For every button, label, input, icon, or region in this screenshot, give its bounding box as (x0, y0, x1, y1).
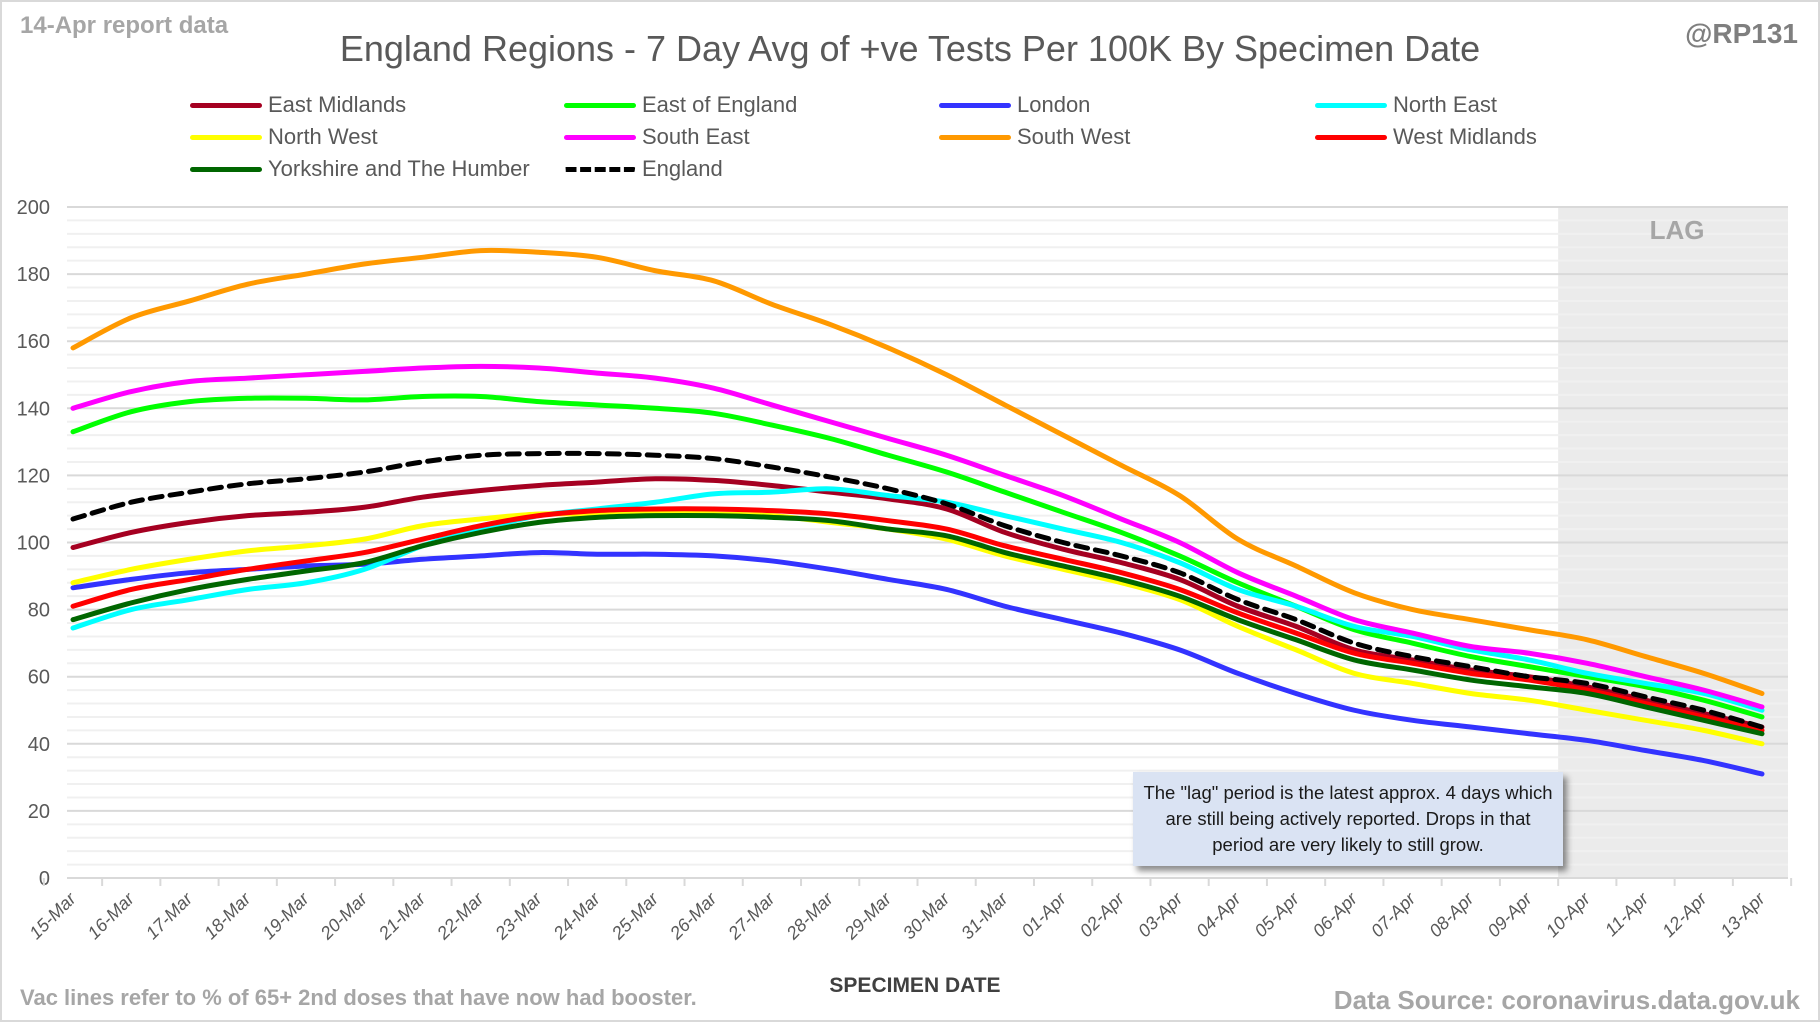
legend-swatch (1315, 134, 1387, 140)
series-line-south-west (70, 247, 1765, 696)
y-tick-label: 100 (17, 533, 50, 555)
x-tick-label: 22-Mar (432, 888, 488, 944)
y-tick-label: 200 (17, 197, 50, 219)
legend-label: South East (642, 124, 750, 149)
legend-label: North East (1393, 92, 1497, 117)
y-tick-label: 80 (28, 600, 50, 622)
series-line-yorkshire-and-the-humber (70, 512, 1765, 737)
x-tick-label: 13-Apr (1716, 888, 1769, 941)
x-tick-label: 04-Apr (1192, 888, 1245, 941)
x-tick-label: 28-Mar (782, 888, 838, 944)
y-tick-label: 180 (17, 264, 50, 286)
x-tick-label: 17-Mar (142, 888, 197, 943)
legend-item: North East (1315, 92, 1497, 118)
x-tick-label: 21-Mar (374, 888, 430, 944)
legend-swatch (1315, 102, 1387, 108)
vaccine-footnote: Vac lines refer to % of 65+ 2nd doses th… (20, 985, 697, 1010)
lag-label: LAG (1650, 215, 1705, 245)
legend-item: West Midlands (1315, 124, 1537, 150)
legend-item: England (564, 156, 723, 182)
series-line-england (70, 450, 1765, 730)
y-tick-label: 140 (17, 398, 50, 420)
legend-item: Yorkshire and The Humber (190, 156, 530, 182)
x-tick-label: 15-Mar (25, 888, 80, 943)
legend-swatch (564, 134, 636, 140)
legend-swatch (190, 102, 262, 108)
legend-label: East of England (642, 92, 798, 117)
legend-item: South East (564, 124, 750, 150)
series-line-west-midlands (70, 506, 1765, 733)
x-axis-title: SPECIMEN DATE (829, 974, 1001, 997)
legend-label: East Midlands (268, 92, 407, 117)
legend-label: Yorkshire and The Humber (268, 156, 530, 181)
legend-swatch (564, 102, 636, 108)
x-tick-label: 08-Apr (1425, 888, 1478, 941)
x-tick-label: 10-Apr (1542, 888, 1595, 941)
x-tick-label: 24-Mar (549, 888, 605, 944)
legend-item: South West (939, 124, 1130, 150)
legend-swatch (190, 166, 262, 172)
x-tick-label: 01-Apr (1018, 888, 1071, 941)
author-handle: @RP131 (1685, 18, 1798, 49)
legend-swatch (564, 166, 636, 172)
y-tick-label: 20 (28, 801, 50, 823)
x-tick-label: 07-Apr (1367, 888, 1420, 941)
legend-label: South West (1017, 124, 1131, 149)
legend-item: East of England (564, 92, 797, 118)
x-tick-label: 31-Mar (957, 888, 1012, 943)
legend-swatch (190, 134, 262, 140)
report-date-label: 14-Apr report data (20, 12, 229, 39)
x-tick-label: 26-Mar (665, 888, 721, 944)
x-tick-label: 29-Mar (840, 888, 896, 944)
x-tick-label: 09-Apr (1484, 888, 1537, 941)
x-tick-label: 25-Mar (607, 888, 663, 944)
series-line-north-east (70, 486, 1765, 713)
x-tick-label: 03-Apr (1134, 888, 1187, 941)
x-tick-label: 12-Apr (1658, 888, 1711, 941)
y-tick-label: 60 (28, 667, 50, 689)
x-tick-label: 30-Mar (899, 888, 954, 943)
legend-item: East Midlands (190, 92, 406, 118)
legend-item: North West (190, 124, 378, 150)
x-tick-label: 27-Mar (724, 888, 780, 944)
y-tick-label: 40 (28, 734, 50, 756)
legend-swatch (939, 134, 1011, 140)
x-tick-label: 02-Apr (1076, 888, 1129, 941)
series-line-south-east (70, 363, 1765, 710)
x-tick-label: 06-Apr (1309, 888, 1362, 941)
x-tick-label: 20-Mar (316, 888, 372, 944)
y-tick-label: 160 (17, 331, 50, 353)
x-tick-label: 16-Mar (84, 888, 139, 943)
legend-swatch (939, 102, 1011, 108)
legend-label: North West (268, 124, 378, 149)
x-tick-label: 05-Apr (1251, 888, 1304, 941)
legend-item: London (939, 92, 1090, 118)
series-line-east-midlands (70, 476, 1765, 730)
series-line-east-of-england (70, 393, 1765, 720)
legend-label: West Midlands (1393, 124, 1537, 149)
x-tick-label: 18-Mar (200, 888, 255, 943)
legend-label: England (642, 156, 723, 181)
x-tick-label: 11-Apr (1601, 888, 1653, 940)
chart-title: England Regions - 7 Day Avg of +ve Tests… (339, 28, 1481, 69)
data-source: Data Source: coronavirus.data.gov.uk (1333, 985, 1800, 1015)
lag-note: The "lag" period is the latest approx. 4… (1133, 772, 1563, 866)
x-tick-label: 19-Mar (258, 888, 313, 943)
y-tick-label: 120 (17, 465, 50, 487)
legend-label: London (1017, 92, 1091, 117)
x-tick-label: 23-Mar (491, 888, 547, 944)
